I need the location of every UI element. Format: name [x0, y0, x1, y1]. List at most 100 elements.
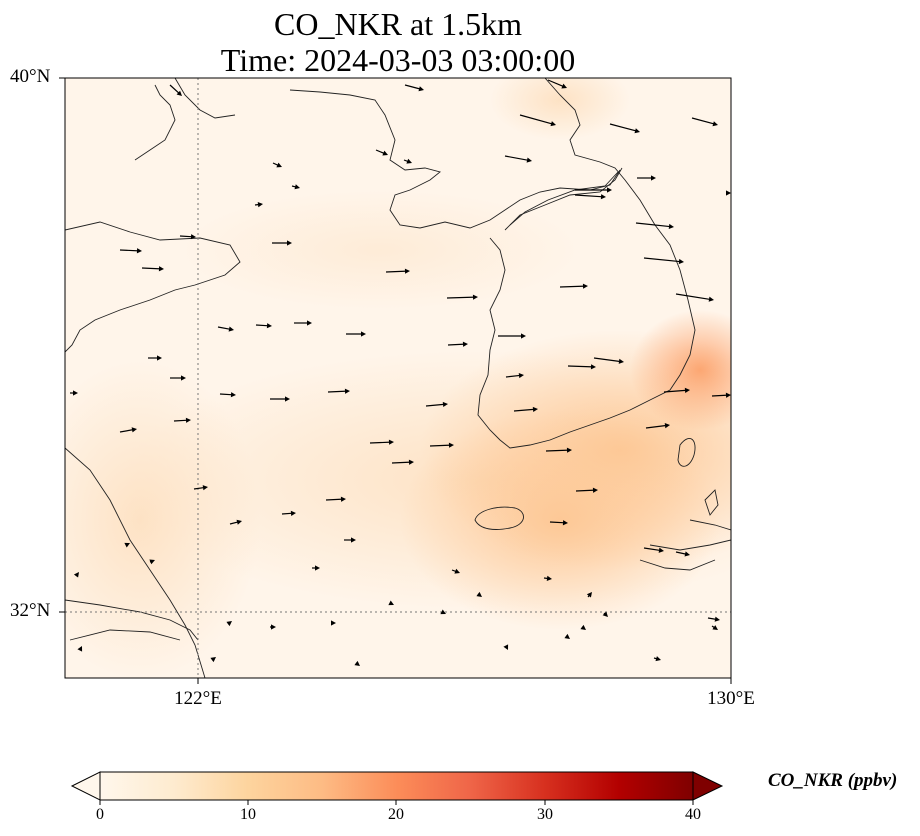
map-title-line2: Time: 2024-03-03 03:00:00	[220, 42, 576, 78]
wind-arrow-head	[714, 616, 720, 622]
wind-arrow-head	[354, 660, 360, 666]
wind-arrow-head	[518, 372, 524, 379]
wind-arrow-head	[406, 158, 412, 164]
concentration-field	[65, 78, 731, 678]
coastlines	[65, 78, 731, 678]
wind-arrow-shaft	[391, 461, 412, 464]
wind-arrow-head	[448, 442, 454, 448]
wind-arrow-head	[651, 175, 656, 181]
wind-arrow-head	[592, 487, 598, 493]
wind-arrow-shaft	[504, 155, 530, 162]
wind-arrow-head	[526, 157, 532, 163]
wind-arrow-head	[230, 392, 236, 398]
wind-arrow-head	[602, 611, 608, 617]
wind-arrow-shaft	[217, 326, 232, 331]
wind-arrow-shaft	[219, 393, 234, 396]
wind-arrow-head	[185, 417, 191, 423]
wind-arrow-shaft	[446, 296, 476, 299]
wind-arrow-head	[664, 423, 670, 429]
wind-arrow-head	[550, 121, 556, 127]
colorbar-tick-0: 0	[96, 806, 104, 823]
wind-arrow-head	[454, 568, 460, 574]
wind-arrow-shaft	[119, 249, 140, 252]
wind-arrow-head	[712, 625, 718, 630]
wind-arrow-head	[340, 496, 346, 502]
wind-arrow-head	[708, 296, 714, 302]
wind-arrow-head	[176, 90, 182, 96]
wind-arrow-head	[408, 459, 414, 465]
wind-arrow-head	[726, 190, 731, 196]
wind-arrow-head	[658, 547, 664, 553]
wind-arrow-head	[618, 358, 624, 364]
wind-arrow-head	[440, 609, 446, 615]
wind-arrow-head	[532, 406, 538, 413]
wind-arrow-head	[418, 86, 424, 92]
wind-arrow-shaft	[255, 324, 270, 327]
wind-arrow-shaft	[567, 365, 594, 368]
wind-arrow-head	[712, 121, 718, 127]
wind-arrow-shaft	[691, 117, 716, 125]
wind-arrow-head	[388, 600, 394, 606]
wind-arrow-head	[271, 624, 276, 630]
wind-arrow-head	[634, 128, 640, 134]
wind-arrow-head	[124, 542, 130, 548]
wind-arrow-shaft	[645, 424, 668, 429]
wind-arrow-head	[257, 202, 263, 208]
lon-label-122: 122°E	[174, 688, 222, 709]
wind-arrow-shaft	[141, 267, 162, 270]
wind-arrow-head	[266, 323, 272, 329]
lon-label-130: 130°E	[707, 688, 755, 709]
colorbar-tick-40: 40	[685, 806, 701, 823]
colorbar	[70, 771, 724, 805]
wind-arrow-head	[582, 283, 588, 289]
wind-arrow-head	[307, 320, 312, 326]
wind-arrow-shaft	[643, 257, 682, 263]
colorbar-tick-10: 10	[240, 806, 256, 823]
map-title-line1: CO_NKR at 1.5km	[274, 6, 522, 42]
lat-label-40: 40°N	[10, 66, 51, 87]
wind-arrow-shaft	[169, 84, 181, 95]
wind-arrow-head	[684, 551, 690, 557]
colorbar-label: CO_NKR (ppbv)	[768, 770, 898, 791]
wind-arrow-shaft	[643, 547, 662, 552]
wind-arrow-shaft	[711, 394, 729, 397]
wind-arrow-head	[73, 390, 78, 396]
wind-arrow-shaft	[609, 123, 638, 132]
wind-arrow-head	[181, 375, 186, 381]
wind-arrow-head	[236, 519, 242, 525]
colorbar-tick-30: 30	[537, 806, 553, 823]
wind-arrow-head	[226, 621, 232, 627]
lat-label-32: 32°N	[10, 600, 51, 621]
wind-arrow-head	[725, 392, 731, 398]
wind-arrow-shaft	[547, 79, 565, 88]
wind-arrow-head	[503, 644, 509, 650]
wind-arrow-head	[404, 268, 410, 274]
wind-arrow-head	[276, 162, 282, 168]
wind-arrow-shaft	[559, 285, 586, 288]
wind-arrow-head	[678, 258, 684, 265]
wind-arrow-head	[590, 364, 596, 370]
wind-arrow-head	[382, 150, 388, 156]
wind-arrow-shaft	[519, 114, 554, 125]
wind-arrow-head	[472, 294, 478, 300]
wind-arrow-head	[344, 388, 350, 394]
wind-arrow-shaft	[325, 498, 344, 501]
wind-arrow-shaft	[635, 222, 672, 228]
wind-arrow-head	[331, 620, 336, 626]
wind-arrow-head	[442, 401, 448, 408]
wind-arrow-shaft	[119, 428, 135, 433]
wind-arrow-head	[462, 341, 468, 347]
wind-arrow-shaft	[574, 194, 604, 198]
wind-arrow-head	[600, 194, 606, 200]
wind-arrow-head	[562, 520, 568, 526]
wind-vectors	[70, 79, 731, 666]
wind-arrow-head	[564, 633, 570, 639]
wind-arrow-head	[566, 447, 572, 453]
wind-arrow-head	[294, 184, 300, 190]
wind-arrow-head	[351, 537, 356, 543]
wind-arrow-head	[285, 396, 290, 402]
wind-arrow-shaft	[675, 293, 712, 301]
wind-arrow-shaft	[663, 389, 688, 393]
wind-arrow-head	[668, 223, 674, 230]
